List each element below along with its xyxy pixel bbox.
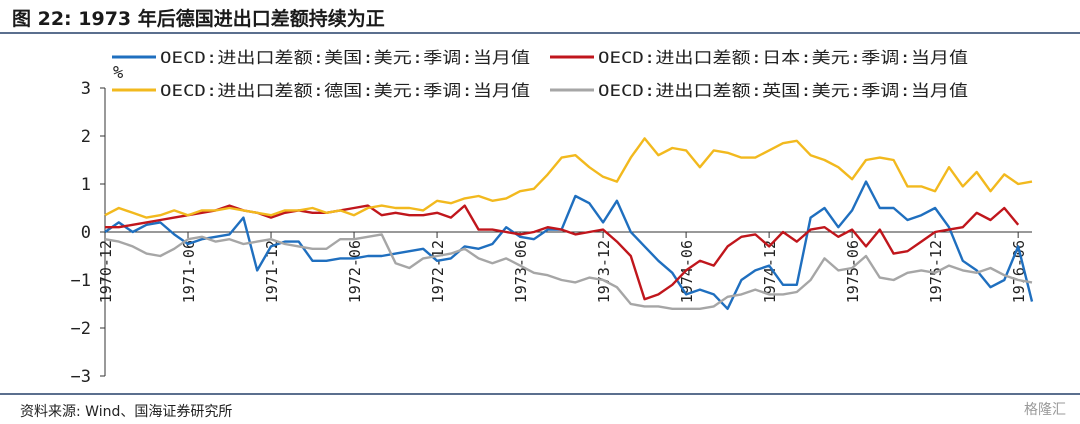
chart: 3 2 1 0 −1 −2 −3% 1970-12 1971-06 1971-12 1972-06 1… (71, 48, 1034, 387)
series-line-0 (104, 180, 1034, 310)
series-line-3 (104, 233, 1033, 310)
legend-label-2: OECD:进出口差额:德国:美元:季调:当月值 (160, 81, 530, 100)
x-tick-label: 1972-12 (429, 240, 447, 303)
y-tick-label: −3 (71, 367, 91, 387)
x-tick-label: 1975-06 (844, 240, 862, 303)
x-tick-label: 1974-12 (761, 240, 779, 303)
source-bar: 资料来源: Wind、国海证券研究所 格隆汇 (0, 393, 1080, 424)
axes: 3 2 1 0 −1 −2 −3% 1970-12 1971-06 1971-12 1972-06 1… (71, 63, 1032, 387)
title-bar: 图 22: 1973 年后德国进出口差额持续为正 (0, 0, 1080, 34)
x-tick-label: 1971-12 (263, 240, 281, 303)
x-tick-label: 1970-12 (97, 240, 115, 303)
y-tick-label: 0 (81, 223, 91, 243)
series-layer (104, 137, 1034, 310)
source-note: 资料来源: Wind、国海证券研究所 (20, 404, 233, 420)
legend-label-3: OECD:进出口差额:英国:美元:季调:当月值 (598, 81, 968, 100)
x-tick-label: 1971-06 (180, 240, 198, 303)
x-tick-label: 1973-12 (595, 240, 613, 303)
legend: OECD:进出口差额:美国:美元:季调:当月值 OECD:进出口差额:日本:美元:… (112, 48, 968, 100)
y-tick-label: −2 (71, 319, 91, 339)
y-tick-label: 2 (81, 127, 91, 147)
legend-label-0: OECD:进出口差额:美国:美元:季调:当月值 (160, 48, 530, 67)
x-tick-label: 1973-06 (512, 240, 530, 303)
legend-label-1: OECD:进出口差额:日本:美元:季调:当月值 (598, 48, 968, 67)
y-tick-label: 1 (81, 175, 91, 195)
y-tick-label: 3 (81, 79, 91, 99)
chart-title: 图 22: 1973 年后德国进出口差额持续为正 (12, 8, 385, 30)
watermark-logo: 格隆汇 (1024, 402, 1066, 418)
series-line-2 (104, 137, 1033, 219)
y-tick-label: −1 (71, 271, 91, 291)
x-tick-label: 1972-06 (346, 240, 364, 303)
y-unit-label: % (113, 63, 123, 83)
